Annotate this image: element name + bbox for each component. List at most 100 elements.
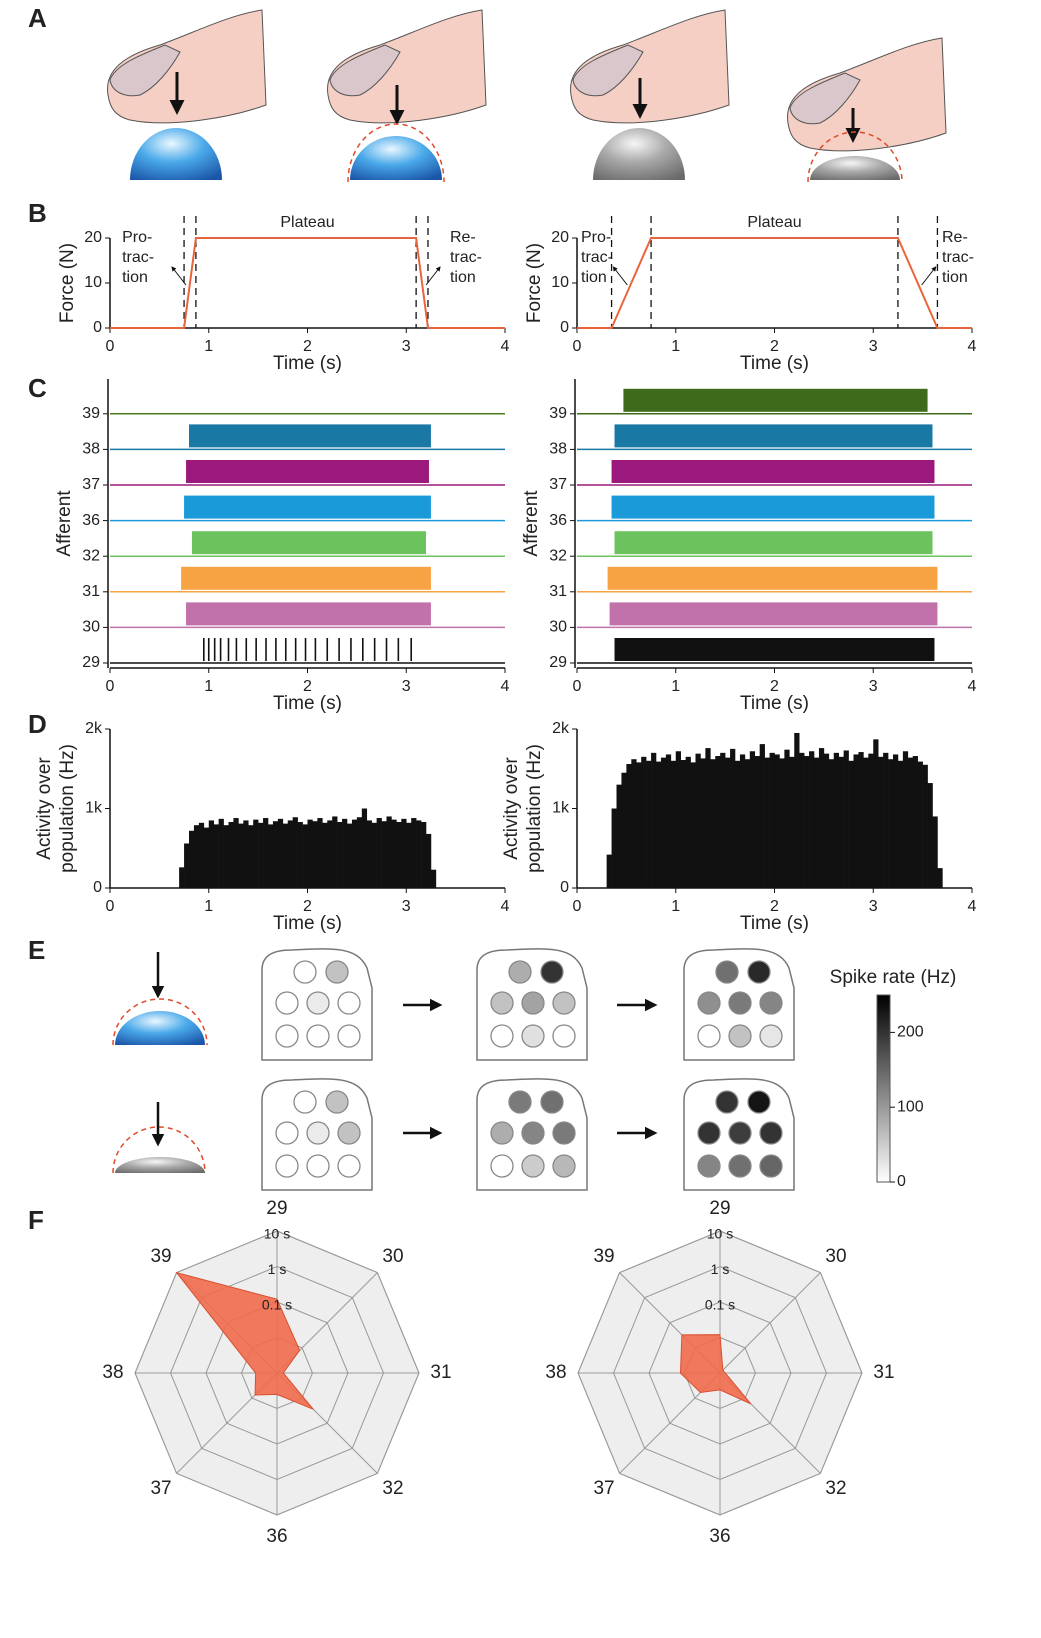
histogram-bar [843, 750, 849, 888]
y-tick-label: 36 [549, 512, 567, 529]
afferent-rate [306, 991, 330, 1015]
x-tick-label: 3 [869, 338, 878, 355]
afferent-rate [325, 1090, 349, 1114]
histogram-bar [690, 762, 696, 888]
y-tick-label: 31 [82, 583, 100, 600]
x-axis-label: Time (s) [740, 913, 809, 934]
histogram-bar [312, 821, 318, 888]
histogram-bar [263, 818, 269, 888]
y-axis-label: Activity over [34, 757, 55, 860]
x-tick-label: 4 [968, 898, 977, 915]
afferent-rate [759, 991, 783, 1015]
histogram-bar [228, 822, 234, 888]
histogram-bar [818, 748, 825, 888]
histogram-bar [873, 739, 879, 888]
y-tick-label: 10 [84, 274, 102, 291]
annotation: trac- [450, 249, 482, 266]
radar-axis-label: 39 [593, 1246, 614, 1267]
x-tick-label: 0 [573, 338, 582, 355]
histogram-bar [922, 764, 928, 888]
histogram-bar [282, 823, 289, 888]
histogram-bar [268, 824, 274, 888]
histogram-bar [809, 751, 815, 888]
histogram-bar [853, 754, 859, 888]
afferent-rate [508, 1090, 532, 1114]
afferent-rate [490, 1121, 514, 1145]
histogram-bar [396, 822, 402, 888]
afferent-rate [275, 991, 299, 1015]
annotation: tion [581, 269, 607, 286]
histogram-bar [391, 819, 397, 888]
histogram-bar [287, 820, 293, 888]
annotation: tion [450, 269, 476, 286]
radial-tick-label: 1 s [711, 1261, 730, 1277]
afferent-rate [697, 1121, 721, 1145]
spike-band [609, 602, 938, 626]
spike-band [611, 495, 935, 519]
x-axis-label: Time (s) [740, 693, 809, 714]
radar-axis-label: 29 [709, 1198, 730, 1219]
histogram-bar [927, 783, 933, 888]
radar-spoke [719, 1272, 821, 1374]
y-tick-label: 30 [82, 619, 100, 636]
annotation: trac- [581, 249, 613, 266]
histogram-bar [705, 748, 711, 888]
histogram-bar [626, 763, 632, 888]
histogram-bar [416, 820, 422, 888]
x-tick-label: 3 [869, 898, 878, 915]
x-tick-label: 4 [968, 678, 977, 695]
histogram-bar [917, 761, 923, 888]
y-axis-label: Force (N) [524, 243, 545, 323]
afferent-rate [715, 960, 739, 984]
annotation: Re- [942, 229, 968, 246]
histogram-bar [715, 756, 721, 888]
histogram-bar [223, 825, 229, 888]
spike-band [189, 424, 431, 448]
radar-axis-label: 31 [430, 1362, 451, 1383]
x-tick-label: 4 [501, 338, 510, 355]
afferent-rate [306, 1024, 330, 1048]
afferent-rate [293, 960, 317, 984]
x-tick-label: 2 [770, 678, 779, 695]
radial-tick-label: 0.1 s [705, 1297, 735, 1313]
histogram-bar [361, 808, 368, 888]
histogram-bar [833, 752, 839, 888]
afferent-rate [337, 991, 361, 1015]
radial-tick-label: 10 s [264, 1226, 290, 1242]
annotation-arrow [612, 266, 628, 286]
radial-tick-label: 0.1 s [262, 1297, 292, 1313]
afferent-rate [540, 1090, 564, 1114]
spike-band [186, 602, 431, 626]
y-tick-label: 37 [549, 476, 567, 493]
histogram-bar [292, 817, 298, 888]
histogram-bar [799, 752, 805, 888]
histogram-bar [730, 748, 736, 888]
spike-band [181, 566, 431, 590]
y-axis-label: Force (N) [57, 243, 78, 323]
annotation: trac- [942, 249, 974, 266]
histogram-bar [656, 761, 662, 888]
afferent-rate [540, 960, 564, 984]
afferent-rate [521, 1154, 545, 1178]
colorbar [876, 994, 891, 1183]
radar-axis-label: 37 [150, 1478, 171, 1499]
histogram-bar [356, 817, 363, 888]
radial-tick-label: 1 s [268, 1261, 287, 1277]
histogram-bar [337, 822, 343, 888]
x-tick-label: 1 [204, 678, 213, 695]
radar-axis-label: 30 [825, 1246, 846, 1267]
x-tick-label: 0 [573, 898, 582, 915]
histogram-bar [179, 867, 185, 888]
histogram-bar [258, 822, 264, 888]
histogram-bar [784, 749, 790, 888]
histogram-bar [665, 754, 672, 888]
afferent-rate [697, 1154, 721, 1178]
x-tick-label: 3 [402, 898, 411, 915]
histogram-bar [198, 822, 205, 888]
annotation: trac- [122, 249, 154, 266]
afferent-rate [508, 960, 532, 984]
spike-band [191, 531, 426, 555]
afferent-rate [337, 1024, 361, 1048]
histogram-bar [376, 818, 382, 888]
afferent-rate [759, 1154, 783, 1178]
